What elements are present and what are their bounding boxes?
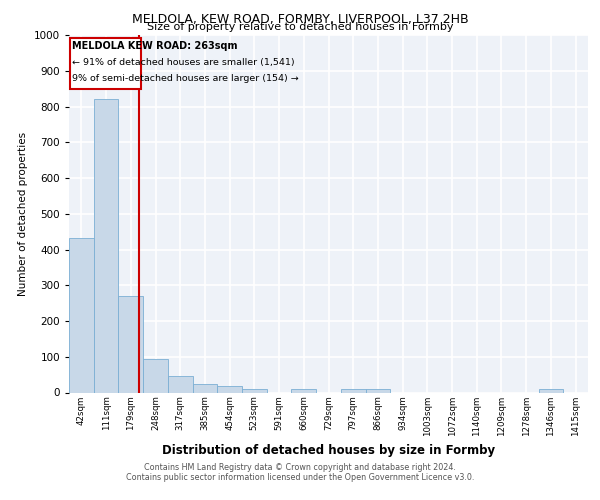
Text: MELDOLA KEW ROAD: 263sqm: MELDOLA KEW ROAD: 263sqm [72,41,238,51]
Text: 9% of semi-detached houses are larger (154) →: 9% of semi-detached houses are larger (1… [72,74,299,84]
Bar [193,384,217,392]
FancyBboxPatch shape [70,38,140,90]
Text: ← 91% of detached houses are smaller (1,541): ← 91% of detached houses are smaller (1,… [72,58,295,67]
Bar [242,389,267,392]
Bar [292,389,316,392]
Text: Size of property relative to detached houses in Formby: Size of property relative to detached ho… [147,22,453,32]
Text: Contains public sector information licensed under the Open Government Licence v3: Contains public sector information licen… [126,472,474,482]
Bar [539,389,563,392]
X-axis label: Distribution of detached houses by size in Formby: Distribution of detached houses by size … [162,444,495,457]
Bar [69,238,94,392]
Bar [365,389,390,392]
Y-axis label: Number of detached properties: Number of detached properties [18,132,28,296]
Text: Contains HM Land Registry data © Crown copyright and database right 2024.: Contains HM Land Registry data © Crown c… [144,462,456,471]
Text: MELDOLA, KEW ROAD, FORMBY, LIVERPOOL, L37 2HB: MELDOLA, KEW ROAD, FORMBY, LIVERPOOL, L3… [131,12,469,26]
Bar [143,358,168,392]
Bar [118,296,143,392]
Bar [168,376,193,392]
Bar [94,100,118,393]
Bar [217,386,242,392]
Bar [341,389,365,392]
